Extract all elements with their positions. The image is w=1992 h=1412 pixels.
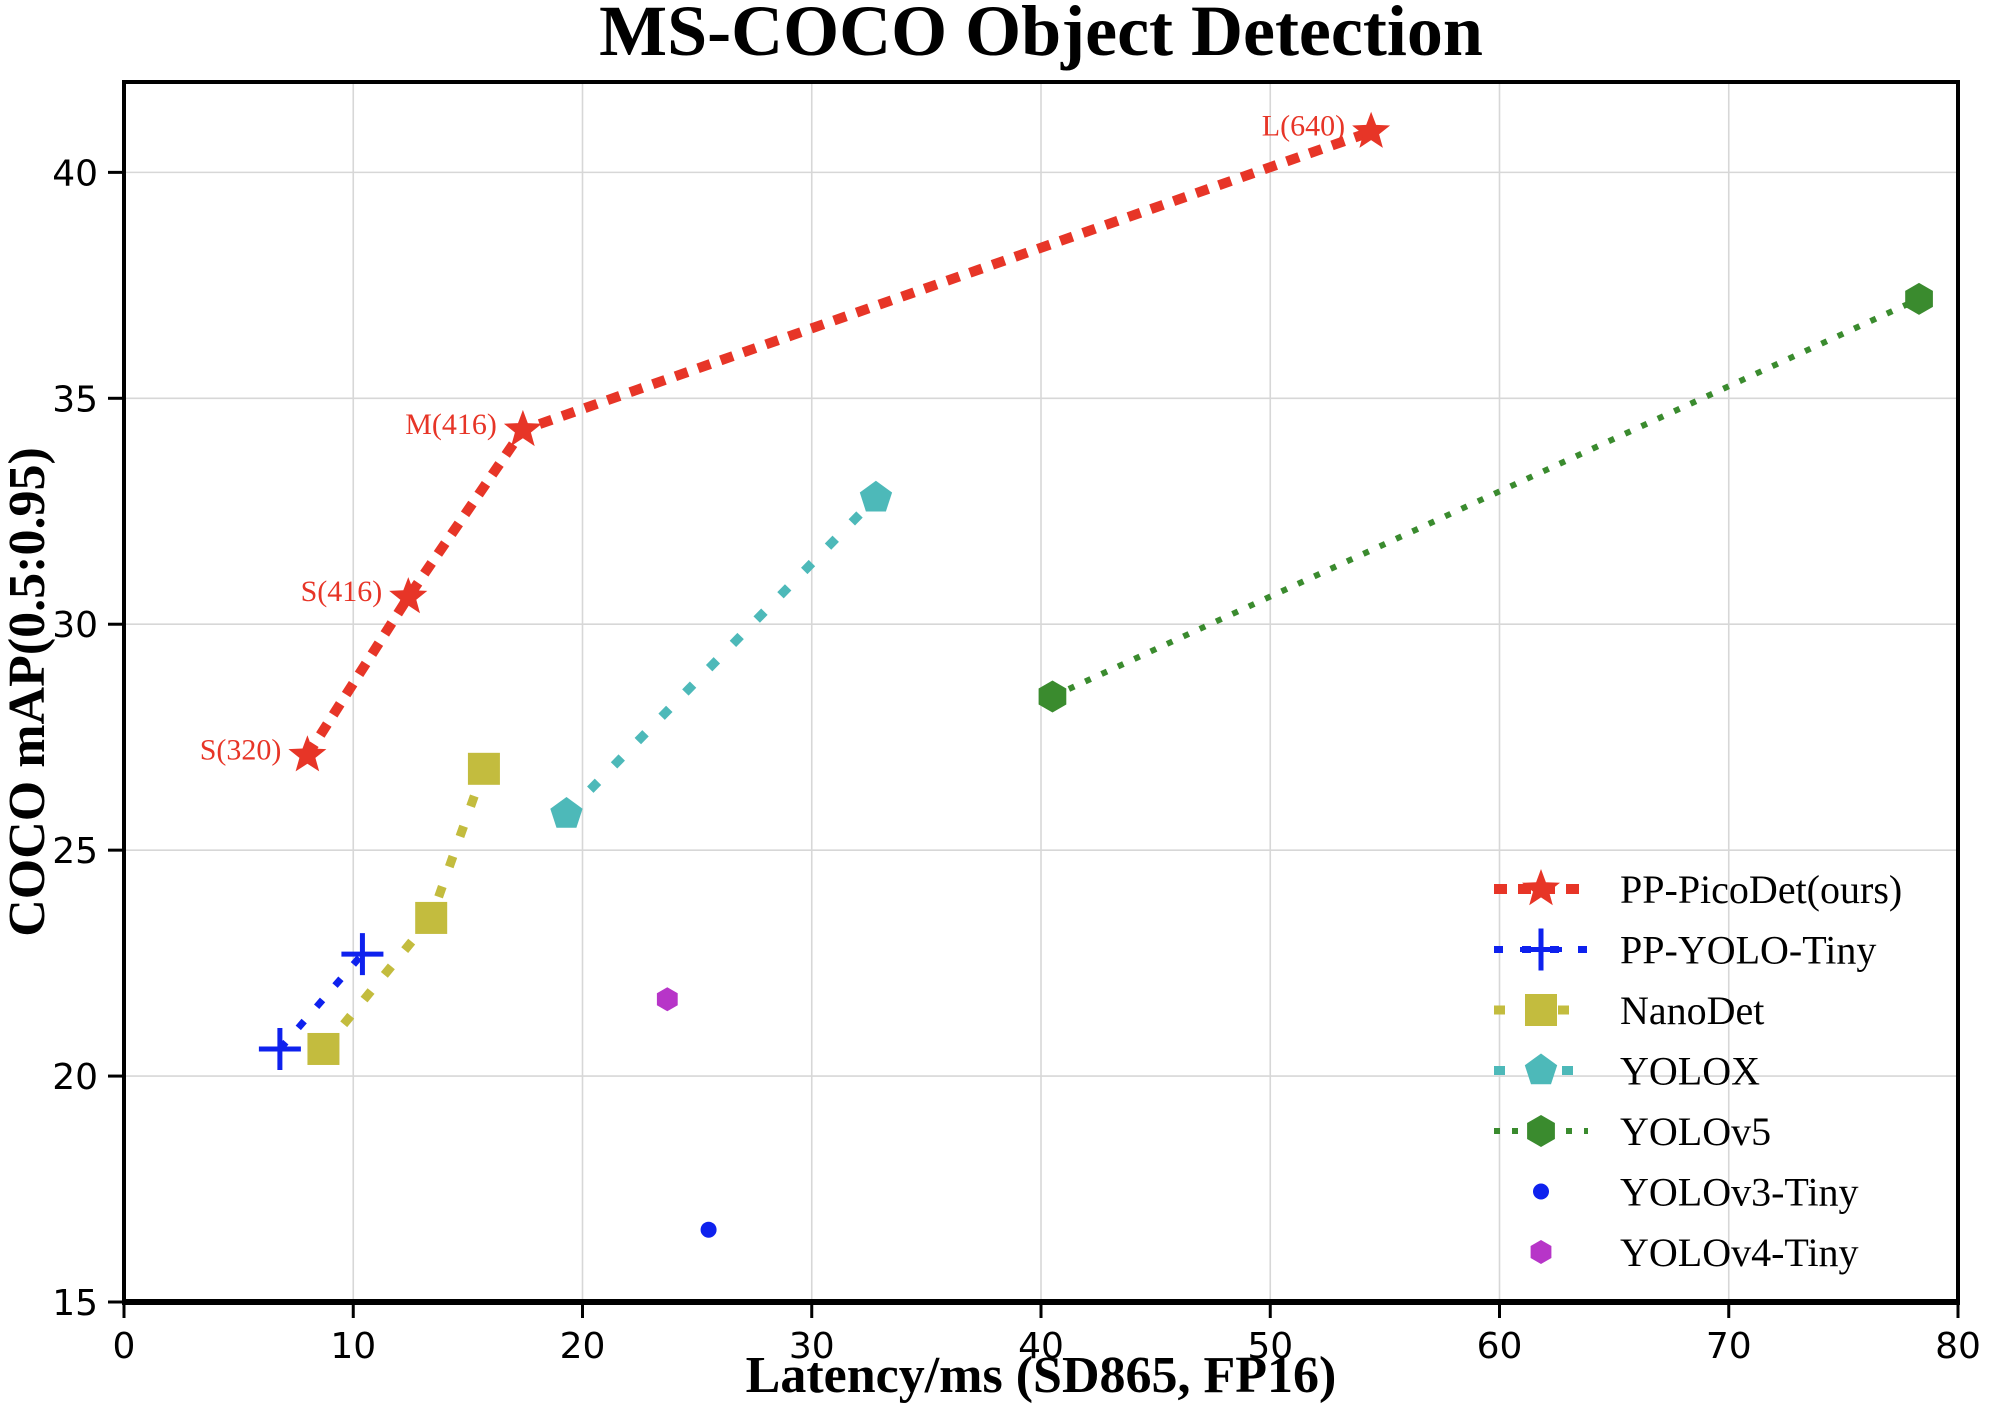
legend-item-pp-picodet-ours: PP-PicoDet(ours) <box>1494 867 1902 912</box>
data-point-nanodet-1 <box>415 901 448 934</box>
annotation-layer: S(320) S(416) M(416) L(640) <box>200 110 1345 767</box>
legend-label-pp-yolo-tiny: PP-YOLO-Tiny <box>1620 928 1876 973</box>
data-point-yolox-0 <box>550 797 583 828</box>
legend-label-yolox: YOLOX <box>1620 1049 1760 1094</box>
legend-label-yolov3-tiny: YOLOv3-Tiny <box>1620 1170 1859 1215</box>
chart-title: MS-COCO Object Detection <box>599 0 1483 71</box>
legend-marker-yolov4-tiny <box>1530 1240 1552 1264</box>
legend-item-yolov5: YOLOv5 <box>1494 1109 1771 1154</box>
series-pp-picodet-ours <box>288 111 1391 772</box>
series-line-pp-yolo-tiny <box>277 951 366 1052</box>
y-tick-label-20: 20 <box>52 1057 98 1098</box>
legend-item-nanodet: NanoDet <box>1494 988 1764 1033</box>
legend-label-pp-picodet-ours: PP-PicoDet(ours) <box>1620 867 1902 912</box>
x-tick-label-0: 0 <box>113 1326 136 1367</box>
point-label-l-640: L(640) <box>1262 110 1345 143</box>
legend-item-yolov4-tiny: YOLOv4-Tiny <box>1530 1230 1859 1275</box>
y-axis-label: COCO mAP(0.5:0.95) <box>0 447 56 937</box>
legend-marker-pp-yolo-tiny <box>1520 928 1562 971</box>
data-point-yolov5-0 <box>1038 680 1067 713</box>
tick-layer: 0 10 20 30 40 50 60 70 80 15 20 25 30 35 40 <box>52 153 1981 1367</box>
legend-item-yolov3-tiny: YOLOv3-Tiny <box>1533 1170 1859 1215</box>
data-point-pp-yolo-tiny-1 <box>341 933 384 976</box>
y-tick-label-35: 35 <box>52 379 98 420</box>
point-label-s-320: S(320) <box>200 733 282 766</box>
legend-item-yolox: YOLOX <box>1494 1049 1760 1094</box>
data-point-nanodet-2 <box>467 752 500 785</box>
legend-marker-yolox <box>1524 1053 1558 1085</box>
series-yolov3-tiny <box>700 1221 717 1238</box>
series-line-nanodet <box>319 767 489 1052</box>
data-point-pp-yolo-tiny-0 <box>258 1027 301 1070</box>
data-point-pp-picodet-ours-2 <box>503 409 542 447</box>
y-tick-label-30: 30 <box>52 605 98 646</box>
legend-marker-nanodet <box>1525 994 1557 1026</box>
data-point-yolov5-1 <box>1905 282 1933 315</box>
x-tick-label-60: 60 <box>1477 1326 1523 1367</box>
x-tick-label-10: 10 <box>330 1326 376 1367</box>
x-tick-label-30: 30 <box>789 1326 835 1367</box>
data-point-yolov4-tiny-0 <box>656 987 678 1012</box>
legend: PP-PicoDet(ours) PP-YOLO-Tiny NanoDet YOLOX… <box>1494 867 1902 1275</box>
series-pp-yolo-tiny <box>258 933 384 1070</box>
x-tick-label-50: 50 <box>1247 1326 1293 1367</box>
series-line-pp-picodet-ours <box>303 126 1373 758</box>
x-axis-label: Latency/ms (SD865, FP16) <box>746 1347 1337 1404</box>
y-tick-label-15: 15 <box>52 1283 98 1324</box>
legend-label-yolov4-tiny: YOLOv4-Tiny <box>1620 1230 1859 1275</box>
x-tick-label-20: 20 <box>560 1326 606 1367</box>
point-label-m-416: M(416) <box>405 408 497 441</box>
y-tick-label-25: 25 <box>52 831 98 872</box>
x-tick-label-80: 80 <box>1935 1326 1981 1367</box>
series-nanodet <box>307 752 500 1065</box>
legend-label-yolov5: YOLOv5 <box>1620 1109 1771 1154</box>
series-layer <box>258 111 1933 1238</box>
x-tick-label-70: 70 <box>1706 1326 1752 1367</box>
x-tick-label-40: 40 <box>1018 1326 1064 1367</box>
data-point-yolox-1 <box>859 480 893 512</box>
series-line-yolov5 <box>1051 296 1921 700</box>
data-point-pp-picodet-ours-1 <box>389 577 428 614</box>
data-point-nanodet-0 <box>307 1032 340 1065</box>
data-point-pp-picodet-ours-0 <box>288 735 327 772</box>
data-point-yolov3-tiny-0 <box>700 1221 717 1238</box>
series-yolov5 <box>1038 282 1933 713</box>
point-label-s-416: S(416) <box>301 575 383 608</box>
legend-item-pp-yolo-tiny: PP-YOLO-Tiny <box>1494 928 1876 973</box>
data-point-pp-picodet-ours-3 <box>1352 111 1391 148</box>
series-yolov4-tiny <box>656 987 678 1012</box>
legend-marker-yolov3-tiny <box>1533 1183 1549 1200</box>
legend-label-nanodet: NanoDet <box>1620 988 1764 1033</box>
series-line-yolox <box>563 494 880 818</box>
grid-layer <box>124 82 1958 1302</box>
legend-marker-pp-picodet-ours <box>1522 869 1560 906</box>
series-yolox <box>550 480 893 828</box>
legend-marker-yolov5 <box>1527 1115 1555 1147</box>
y-tick-label-40: 40 <box>52 153 98 194</box>
